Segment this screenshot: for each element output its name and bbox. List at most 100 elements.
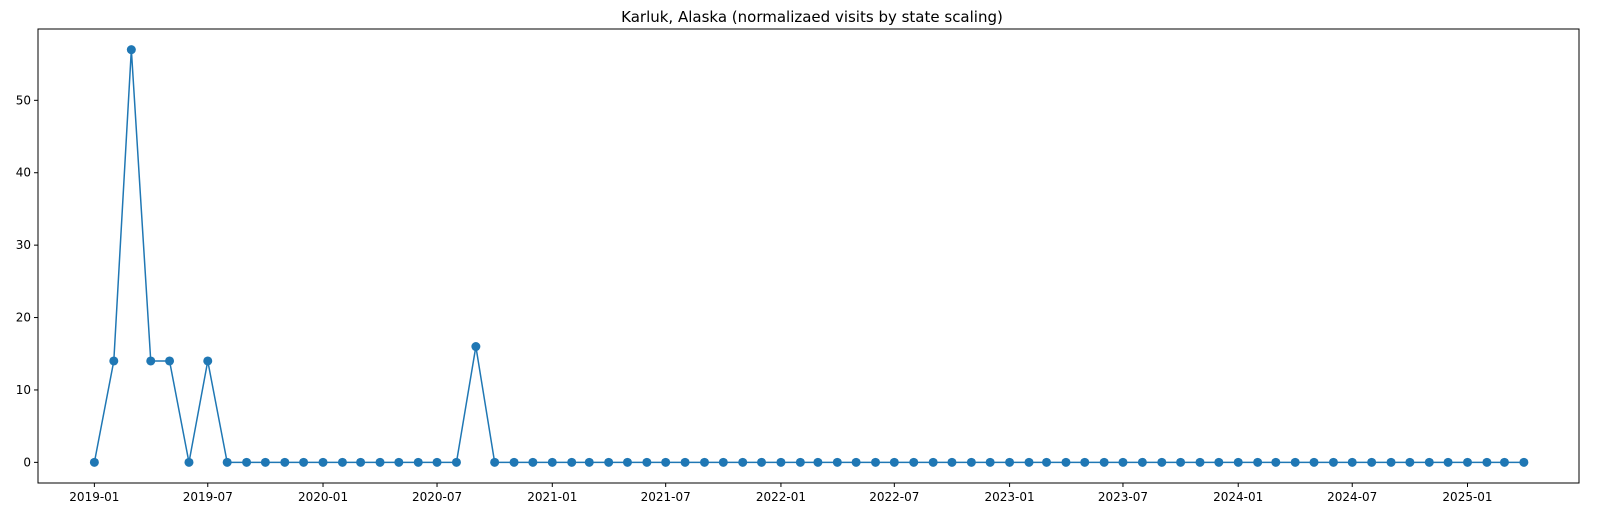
data-point: [1309, 457, 1319, 467]
data-point: [851, 457, 861, 467]
data-point: [1499, 457, 1509, 467]
data-point: [1005, 457, 1015, 467]
data-point: [394, 457, 404, 467]
data-point: [661, 457, 671, 467]
data-point: [1482, 457, 1492, 467]
data-point: [1519, 457, 1529, 467]
series-line: [93, 48, 1524, 464]
data-point: [985, 457, 995, 467]
data-point: [375, 457, 385, 467]
data-point: [622, 457, 632, 467]
data-point: [165, 356, 175, 366]
x-tick-label: 2019-01: [69, 490, 119, 504]
data-point: [451, 457, 461, 467]
data-point: [718, 457, 728, 467]
data-point: [1347, 457, 1357, 467]
x-tick-label: 2024-07: [1327, 490, 1377, 504]
data-point: [318, 457, 328, 467]
data-point: [471, 342, 481, 352]
data-point: [1463, 457, 1472, 467]
data-point: [280, 457, 290, 467]
data-point: [776, 457, 786, 467]
data-point: [528, 457, 538, 467]
x-tick-label: 2025-01: [1442, 490, 1492, 504]
x-tick-label: 2023-01: [985, 490, 1035, 504]
x-tick-label: 2021-01: [527, 490, 577, 504]
data-point: [1424, 457, 1434, 467]
data-point: [1443, 457, 1453, 467]
data-point: [1099, 457, 1109, 467]
data-point: [1195, 457, 1205, 467]
data-point: [966, 457, 976, 467]
data-point: [184, 457, 194, 467]
y-tick-label: 0: [23, 455, 31, 469]
data-point: [432, 457, 442, 467]
data-point: [947, 457, 957, 467]
data-point: [567, 457, 577, 467]
data-point: [1024, 457, 1034, 467]
data-point: [260, 457, 270, 467]
x-tick-label: 2023-07: [1098, 490, 1148, 504]
data-point: [356, 457, 366, 467]
data-point: [490, 457, 500, 467]
x-tick-label: 2024-01: [1213, 490, 1263, 504]
data-point: [1328, 457, 1338, 467]
data-point: [928, 457, 938, 467]
y-tick-label: 30: [16, 238, 31, 252]
data-point: [299, 457, 309, 467]
data-point: [813, 457, 823, 467]
data-point: [1061, 457, 1071, 467]
data-point: [1271, 457, 1281, 467]
data-point: [337, 457, 347, 467]
data-point: [832, 457, 842, 467]
data-point: [109, 356, 119, 366]
data-point: [738, 457, 748, 467]
data-point: [222, 457, 232, 467]
y-tick-label: 40: [16, 166, 31, 180]
data-point: [1080, 457, 1090, 467]
data-point: [1042, 457, 1052, 467]
data-point: [1176, 457, 1186, 467]
data-point: [1233, 457, 1243, 467]
data-point: [1290, 457, 1300, 467]
data-point: [604, 457, 614, 467]
data-point: [509, 457, 519, 467]
x-tick-label: 2020-07: [412, 490, 462, 504]
data-point: [1118, 457, 1128, 467]
x-tick-label: 2021-07: [641, 490, 691, 504]
x-tick-label: 2022-07: [869, 490, 919, 504]
data-point: [584, 457, 594, 467]
data-point: [700, 457, 710, 467]
data-point: [547, 457, 557, 467]
data-point: [871, 457, 881, 467]
data-point: [642, 457, 652, 467]
data-point: [1405, 457, 1415, 467]
data-point: [757, 457, 767, 467]
data-point: [1367, 457, 1377, 467]
data-point: [1157, 457, 1167, 467]
data-point: [89, 457, 99, 467]
x-tick-label: 2020-01: [298, 490, 348, 504]
data-point: [795, 457, 805, 467]
data-point: [1253, 457, 1263, 467]
y-tick-label: 10: [16, 383, 31, 397]
data-point: [242, 457, 252, 467]
data-point: [680, 457, 690, 467]
data-point: [909, 457, 919, 467]
x-tick-label: 2019-07: [183, 490, 233, 504]
data-point: [1386, 457, 1396, 467]
data-point: [1137, 457, 1147, 467]
y-tick-label: 20: [16, 311, 31, 325]
x-tick-label: 2022-01: [756, 490, 806, 504]
data-point: [146, 356, 156, 366]
data-point: [203, 356, 213, 366]
data-point: [126, 45, 136, 55]
chart-title: Karluk, Alaska (normalizaed visits by st…: [621, 8, 1003, 26]
data-point: [413, 457, 423, 467]
plot-frame: [37, 28, 1580, 484]
data-point: [889, 457, 899, 467]
data-point: [1214, 457, 1224, 467]
y-tick-label: 50: [16, 93, 31, 107]
